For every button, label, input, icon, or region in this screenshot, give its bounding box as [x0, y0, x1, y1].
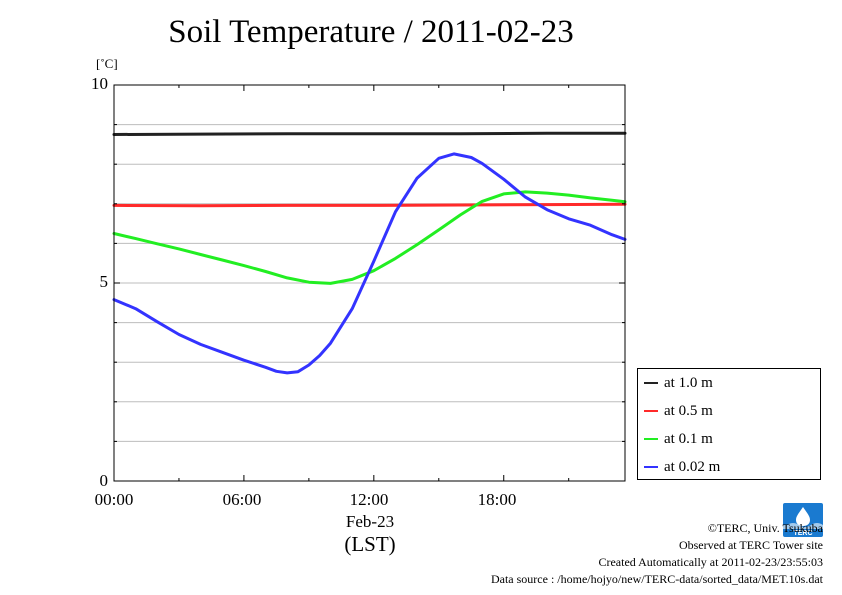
- series-lines: [112, 131, 627, 375]
- data-source-text: Data source : /home/hojyo/new/TERC-data/…: [490, 572, 823, 586]
- legend-label-1m: at 1.0 m: [664, 374, 713, 391]
- x-tick-label-0600: 06:00: [222, 490, 262, 509]
- x-tick-label-1200: 12:00: [349, 490, 389, 509]
- y-axis-unit-label: [˚C]: [96, 56, 118, 71]
- legend-label-0-02m: at 0.02 m: [664, 458, 721, 475]
- legend-item-0-02m: at 0.02 m: [644, 453, 720, 481]
- series-line-0-5m: [112, 202, 627, 208]
- chart-title: Soil Temperature / 2011-02-23: [168, 14, 574, 50]
- axis-ticks: [113, 84, 625, 482]
- series-line-1m: [112, 131, 627, 136]
- legend-label-0-1m: at 0.1 m: [664, 430, 713, 447]
- y-tick-label-5: 5: [99, 272, 109, 291]
- legend-item-1m: at 1.0 m: [644, 369, 713, 397]
- x-tick-label-0000: 00:00: [94, 490, 134, 509]
- legend-swatch-1m: [644, 382, 658, 384]
- y-tick-label-0: 0: [99, 471, 109, 490]
- legend-swatch-0-02m: [644, 466, 658, 468]
- legend-label-0-5m: at 0.5 m: [664, 402, 713, 419]
- y-tick-label-10: 10: [91, 74, 108, 93]
- legend-item-0-1m: at 0.1 m: [644, 425, 713, 453]
- legend-item-0-5m: at 0.5 m: [644, 397, 713, 425]
- legend-swatch-0-1m: [644, 438, 658, 440]
- grid-lines: [114, 124, 625, 442]
- terc-logo: TERC: [783, 503, 823, 537]
- legend: at 1.0 m at 0.5 m at 0.1 m at 0.02 m: [637, 368, 821, 480]
- x-tick-label-1800: 18:00: [477, 490, 517, 509]
- legend-swatch-0-5m: [644, 410, 658, 412]
- x-axis-timezone-label: (LST): [344, 532, 396, 556]
- created-timestamp-text: Created Automatically at 2011-02-23/23:5…: [598, 555, 823, 569]
- copyright-text: ©TERC, Univ. Tsukuba: [707, 521, 823, 535]
- observed-site-text: Observed at TERC Tower site: [678, 538, 823, 552]
- logo-text: TERC: [793, 530, 812, 537]
- series-line-0-02m: [112, 152, 627, 375]
- series-line-0-1m: [112, 190, 627, 285]
- x-axis-date-label: Feb-23: [345, 512, 395, 531]
